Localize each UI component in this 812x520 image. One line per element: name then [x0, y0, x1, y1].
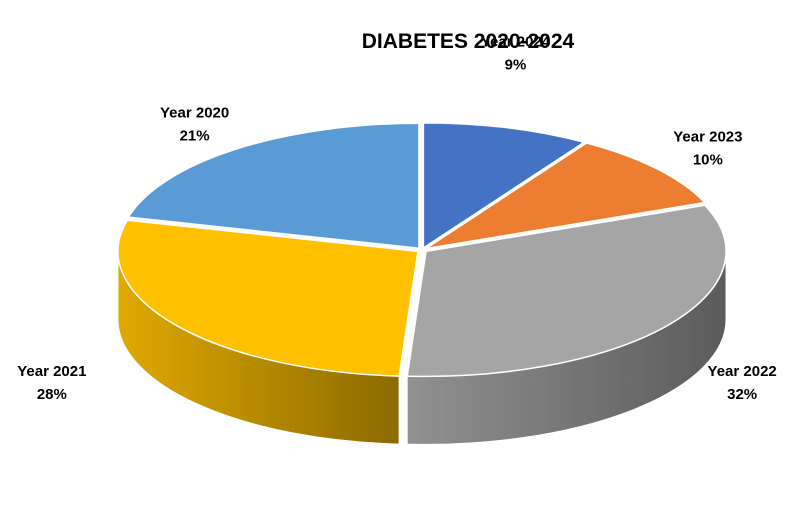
pie-tops	[117, 122, 727, 378]
slice-label-year-2022: Year 2022	[708, 363, 777, 380]
pie-slice-year-2023	[425, 142, 707, 250]
chart-title: DIABETES 2020-2024	[362, 30, 575, 53]
slice-percent-year-2022: 32%	[727, 386, 757, 403]
slice-label-year-2020: Year 2020	[160, 105, 229, 122]
slice-label-year-2021: Year 2021	[17, 363, 86, 380]
pie-slice-year-2020	[127, 122, 420, 250]
pie-labels: Year 2024 9% Year 2023 10% Year 2022 32% Year …	[17, 33, 777, 403]
pie-slice-year-2024	[422, 122, 586, 250]
slice-label-year-2023: Year 2023	[673, 128, 742, 145]
slice-percent-year-2020: 21%	[180, 128, 210, 145]
slice-percent-year-2023: 10%	[693, 151, 723, 168]
pie-slice-year-2021	[117, 219, 419, 377]
slice-label-year-2024: Year 2024	[481, 33, 551, 50]
pie-slice-year-2022	[406, 204, 727, 378]
slice-percent-year-2024: 9%	[505, 56, 527, 73]
slice-percent-year-2021: 28%	[37, 386, 67, 403]
